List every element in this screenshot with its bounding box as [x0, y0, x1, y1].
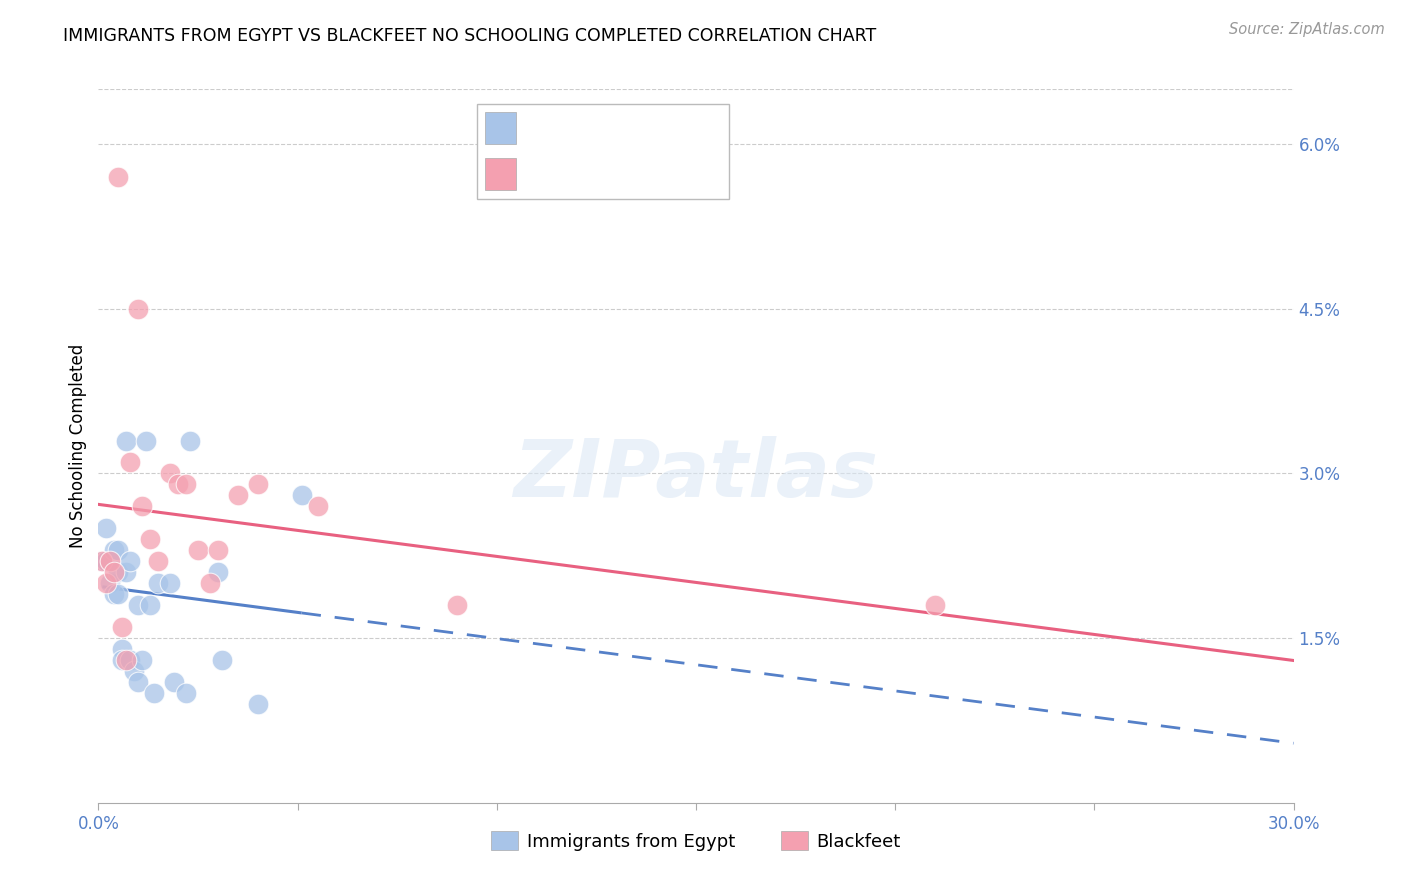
Point — [143, 686, 166, 700]
Point — [179, 434, 201, 448]
Point — [159, 467, 181, 481]
Point — [174, 686, 197, 700]
Legend: Immigrants from Egypt, Blackfeet: Immigrants from Egypt, Blackfeet — [484, 824, 908, 858]
Point — [207, 566, 229, 580]
Point — [103, 587, 125, 601]
Point — [107, 587, 129, 601]
Point — [98, 576, 122, 591]
Point — [103, 543, 125, 558]
Point — [446, 598, 468, 612]
Point — [115, 434, 138, 448]
Point — [139, 598, 162, 612]
Point — [148, 576, 170, 591]
Point — [111, 642, 134, 657]
Point — [96, 576, 118, 591]
Point — [96, 521, 118, 535]
Text: IMMIGRANTS FROM EGYPT VS BLACKFEET NO SCHOOLING COMPLETED CORRELATION CHART: IMMIGRANTS FROM EGYPT VS BLACKFEET NO SC… — [63, 27, 876, 45]
Point — [127, 675, 149, 690]
Point — [167, 477, 190, 491]
Text: Source: ZipAtlas.com: Source: ZipAtlas.com — [1229, 22, 1385, 37]
Point — [226, 488, 249, 502]
Point — [131, 653, 153, 667]
Point — [246, 477, 269, 491]
Point — [291, 488, 314, 502]
Point — [91, 554, 114, 568]
Point — [98, 554, 122, 568]
Point — [115, 566, 138, 580]
Point — [159, 576, 181, 591]
Point — [307, 500, 329, 514]
Point — [96, 554, 118, 568]
Point — [924, 598, 946, 612]
Point — [198, 576, 221, 591]
Point — [103, 566, 125, 580]
Point — [139, 533, 162, 547]
Point — [131, 500, 153, 514]
Y-axis label: No Schooling Completed: No Schooling Completed — [69, 344, 87, 548]
Point — [107, 566, 129, 580]
Point — [107, 169, 129, 184]
Point — [115, 653, 138, 667]
Point — [120, 653, 142, 667]
Point — [207, 543, 229, 558]
Point — [174, 477, 197, 491]
Point — [135, 434, 157, 448]
Point — [124, 664, 146, 678]
Point — [111, 653, 134, 667]
Point — [163, 675, 186, 690]
Point — [246, 697, 269, 711]
Point — [187, 543, 209, 558]
Point — [211, 653, 233, 667]
Point — [98, 554, 122, 568]
Point — [120, 455, 142, 469]
Text: ZIPatlas: ZIPatlas — [513, 435, 879, 514]
Point — [120, 554, 142, 568]
Point — [91, 554, 114, 568]
Point — [127, 301, 149, 316]
Point — [148, 554, 170, 568]
Point — [127, 598, 149, 612]
Point — [111, 620, 134, 634]
Point — [107, 543, 129, 558]
